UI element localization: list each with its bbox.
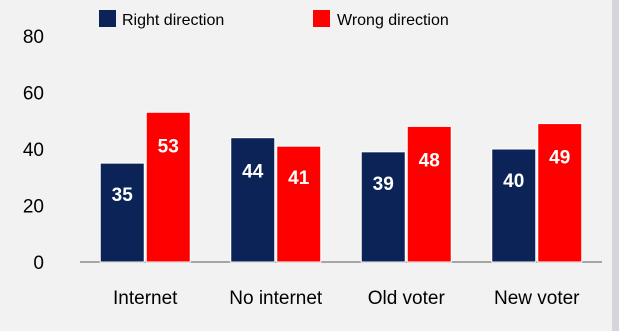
legend-swatch xyxy=(313,10,330,27)
legend-label: Right direction xyxy=(122,12,224,29)
bar-right-direction xyxy=(99,162,145,263)
y-tick-label: 40 xyxy=(23,140,44,161)
bar-wrong-direction xyxy=(145,111,191,263)
data-label: 35 xyxy=(112,185,134,206)
x-category-label: Old voter xyxy=(368,288,446,309)
bar-right-direction xyxy=(491,148,537,263)
y-tick-label: 20 xyxy=(23,197,44,218)
x-category-label: Internet xyxy=(113,288,178,309)
legend-swatch xyxy=(99,10,116,27)
data-label: 40 xyxy=(503,171,524,192)
y-tick-label: 60 xyxy=(23,84,44,105)
bar-right-direction xyxy=(230,137,276,263)
data-label: 41 xyxy=(288,168,310,189)
x-category-label: No internet xyxy=(229,288,323,309)
bar-right-direction xyxy=(360,151,406,263)
data-label: 39 xyxy=(373,174,394,195)
data-label: 48 xyxy=(419,150,440,171)
bar-wrong-direction xyxy=(406,125,452,263)
y-tick-label: 80 xyxy=(23,27,44,48)
x-category-label: New voter xyxy=(494,288,580,309)
bar-wrong-direction xyxy=(537,123,583,263)
data-label: 53 xyxy=(158,136,179,157)
bar-wrong-direction xyxy=(276,145,322,263)
y-tick-label: 0 xyxy=(33,253,44,274)
legend-label: Wrong direction xyxy=(337,12,449,29)
data-label: 44 xyxy=(242,162,264,183)
data-label: 49 xyxy=(549,148,570,169)
